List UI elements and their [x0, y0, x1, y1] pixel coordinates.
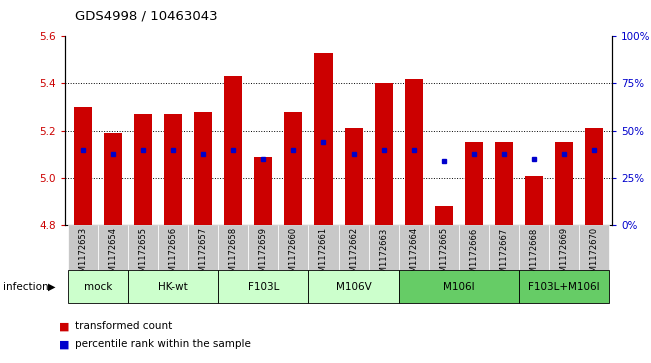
- FancyBboxPatch shape: [579, 225, 609, 270]
- Bar: [314, 53, 333, 225]
- Bar: [495, 143, 513, 225]
- Text: GSM1172664: GSM1172664: [409, 227, 418, 284]
- Bar: [405, 79, 422, 225]
- Text: GSM1172653: GSM1172653: [79, 227, 88, 284]
- Bar: [579, 36, 609, 225]
- Text: GSM1172669: GSM1172669: [559, 227, 568, 284]
- Text: percentile rank within the sample: percentile rank within the sample: [75, 339, 251, 350]
- FancyBboxPatch shape: [519, 270, 609, 303]
- FancyBboxPatch shape: [519, 225, 549, 270]
- Text: transformed count: transformed count: [75, 321, 172, 331]
- Bar: [279, 36, 309, 225]
- FancyBboxPatch shape: [489, 225, 519, 270]
- Bar: [134, 114, 152, 225]
- Bar: [368, 36, 398, 225]
- Text: GDS4998 / 10463043: GDS4998 / 10463043: [75, 9, 217, 22]
- FancyBboxPatch shape: [549, 225, 579, 270]
- FancyBboxPatch shape: [309, 270, 398, 303]
- Text: ■: ■: [59, 339, 69, 350]
- Text: F103L: F103L: [248, 282, 279, 292]
- Bar: [164, 114, 182, 225]
- FancyBboxPatch shape: [398, 270, 519, 303]
- Text: M106V: M106V: [336, 282, 372, 292]
- Bar: [585, 129, 603, 225]
- FancyBboxPatch shape: [98, 225, 128, 270]
- FancyBboxPatch shape: [279, 225, 309, 270]
- FancyBboxPatch shape: [398, 225, 428, 270]
- Bar: [555, 143, 573, 225]
- Bar: [255, 157, 272, 225]
- Text: GSM1172665: GSM1172665: [439, 227, 448, 284]
- Bar: [284, 112, 303, 225]
- Bar: [218, 36, 249, 225]
- FancyBboxPatch shape: [309, 225, 339, 270]
- FancyBboxPatch shape: [68, 225, 98, 270]
- FancyBboxPatch shape: [128, 225, 158, 270]
- FancyBboxPatch shape: [158, 225, 188, 270]
- Text: GSM1172667: GSM1172667: [499, 227, 508, 284]
- Bar: [374, 83, 393, 225]
- Bar: [344, 129, 363, 225]
- Bar: [459, 36, 489, 225]
- Bar: [519, 36, 549, 225]
- Text: GSM1172659: GSM1172659: [259, 227, 268, 284]
- Bar: [158, 36, 188, 225]
- FancyBboxPatch shape: [459, 225, 489, 270]
- Text: GSM1172662: GSM1172662: [349, 227, 358, 284]
- Text: GSM1172658: GSM1172658: [229, 227, 238, 284]
- Bar: [68, 36, 98, 225]
- FancyBboxPatch shape: [68, 270, 128, 303]
- Text: GSM1172670: GSM1172670: [589, 227, 598, 284]
- Text: HK-wt: HK-wt: [158, 282, 188, 292]
- FancyBboxPatch shape: [339, 225, 368, 270]
- Bar: [398, 36, 428, 225]
- Text: infection: infection: [3, 282, 49, 292]
- Bar: [104, 133, 122, 225]
- FancyBboxPatch shape: [188, 225, 218, 270]
- FancyBboxPatch shape: [368, 225, 398, 270]
- Bar: [428, 36, 459, 225]
- Bar: [549, 36, 579, 225]
- Bar: [309, 36, 339, 225]
- Bar: [98, 36, 128, 225]
- Bar: [435, 206, 452, 225]
- Bar: [194, 112, 212, 225]
- Text: ▶: ▶: [48, 282, 55, 292]
- Bar: [489, 36, 519, 225]
- Bar: [339, 36, 368, 225]
- Text: GSM1172660: GSM1172660: [289, 227, 298, 284]
- Bar: [525, 176, 543, 225]
- FancyBboxPatch shape: [218, 225, 249, 270]
- Bar: [225, 77, 242, 225]
- Bar: [188, 36, 218, 225]
- Text: GSM1172666: GSM1172666: [469, 227, 478, 284]
- FancyBboxPatch shape: [128, 270, 218, 303]
- Bar: [74, 107, 92, 225]
- Text: GSM1172654: GSM1172654: [109, 227, 118, 284]
- Bar: [465, 143, 483, 225]
- Text: ■: ■: [59, 321, 69, 331]
- Text: mock: mock: [84, 282, 113, 292]
- Text: M106I: M106I: [443, 282, 475, 292]
- Text: GSM1172656: GSM1172656: [169, 227, 178, 284]
- FancyBboxPatch shape: [249, 225, 279, 270]
- Bar: [249, 36, 279, 225]
- Text: GSM1172661: GSM1172661: [319, 227, 328, 284]
- Text: GSM1172668: GSM1172668: [529, 227, 538, 284]
- Text: F103L+M106I: F103L+M106I: [528, 282, 600, 292]
- Text: GSM1172657: GSM1172657: [199, 227, 208, 284]
- FancyBboxPatch shape: [428, 225, 459, 270]
- Text: GSM1172655: GSM1172655: [139, 227, 148, 284]
- FancyBboxPatch shape: [218, 270, 309, 303]
- Text: GSM1172663: GSM1172663: [379, 227, 388, 284]
- Bar: [128, 36, 158, 225]
